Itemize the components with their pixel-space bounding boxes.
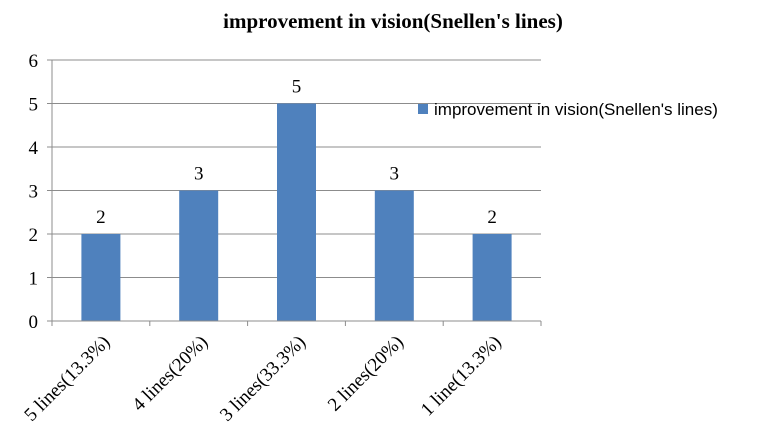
bars — [81, 103, 512, 321]
y-tick-label: 6 — [29, 51, 39, 72]
y-tick-label: 5 — [29, 95, 39, 116]
data-label: 3 — [194, 164, 204, 185]
data-label: 2 — [487, 207, 497, 228]
x-tick-label: 2 lines(20%) — [324, 332, 408, 416]
x-tick-labels: 5 lines(13.3%) 4 lines(20%) 3 lines(33.3%)… — [20, 332, 505, 426]
x-tick-label: 3 lines(33.3%) — [216, 332, 310, 426]
x-tick-label: 4 lines(20%) — [128, 332, 212, 416]
axes — [47, 59, 542, 326]
bar — [277, 103, 316, 321]
y-tick-labels: 0 1 2 3 4 5 6 — [29, 51, 39, 333]
y-tick-label: 2 — [29, 225, 39, 246]
legend-swatch — [418, 104, 428, 114]
y-tick-label: 1 — [29, 269, 39, 290]
x-tick-label: 1 line(13.3%) — [417, 332, 506, 421]
y-tick-label: 0 — [29, 312, 39, 333]
bar — [81, 234, 121, 321]
data-label: 3 — [390, 164, 400, 185]
y-tick-label: 3 — [29, 182, 39, 203]
chart-title: improvement in vision(Snellen's lines) — [223, 9, 563, 33]
bar — [179, 190, 219, 321]
bar — [374, 190, 414, 321]
x-tick-label: 5 lines(13.3%) — [20, 332, 114, 426]
legend-label: improvement in vision(Snellen's lines) — [434, 100, 718, 119]
y-tick-label: 4 — [29, 138, 39, 159]
data-label: 5 — [292, 77, 302, 98]
data-label: 2 — [96, 207, 106, 228]
data-labels: 2 3 5 3 2 — [96, 77, 497, 229]
bar — [472, 234, 512, 321]
legend: improvement in vision(Snellen's lines) — [418, 100, 718, 119]
